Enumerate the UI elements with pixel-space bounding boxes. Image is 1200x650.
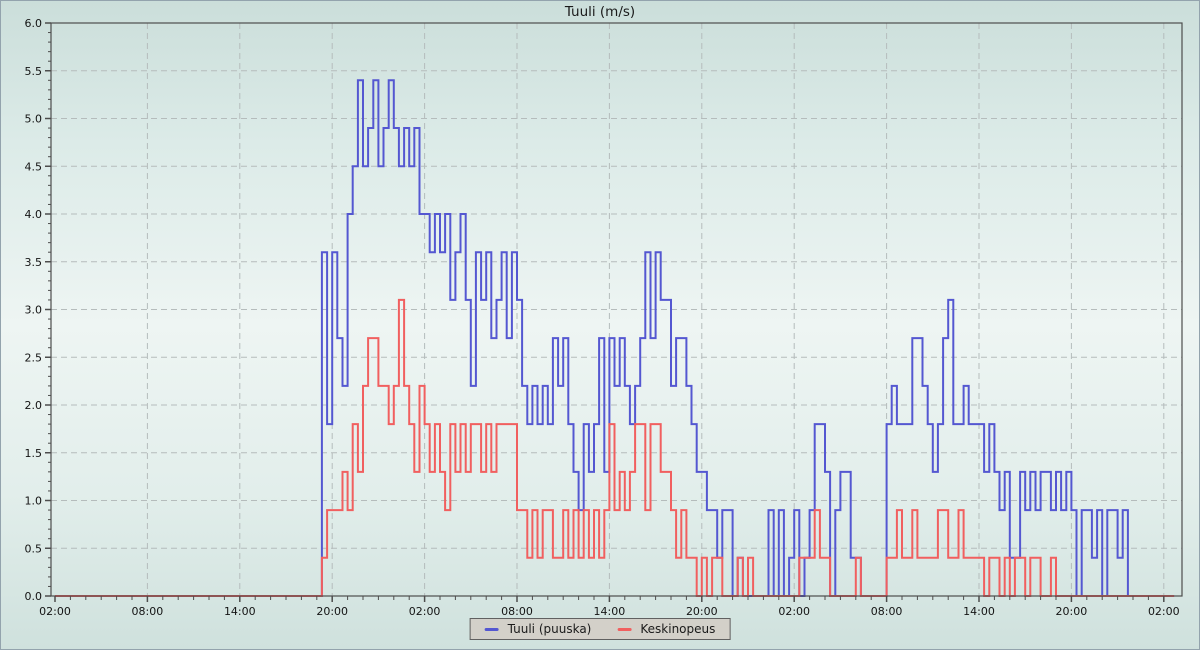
legend-item-average: Keskinopeus (617, 622, 715, 636)
y-axis-label: 0.0 (25, 590, 43, 603)
x-axis-label: 08:00 (501, 605, 533, 618)
x-axis-label: 02:00 (409, 605, 441, 618)
x-axis-label: 08:00 (871, 605, 903, 618)
legend-item-gust: Tuuli (puuska) (484, 622, 592, 636)
y-axis-label: 3.5 (25, 256, 43, 269)
y-axis-label: 5.0 (25, 113, 43, 126)
legend-label-average: Keskinopeus (640, 622, 716, 636)
y-axis-label: 4.5 (25, 160, 43, 173)
y-axis-label: 6.0 (25, 17, 43, 30)
average-line-swatch (617, 627, 632, 631)
x-axis-label: 02:00 (778, 605, 810, 618)
y-axis-label: 1.0 (25, 495, 43, 508)
y-axis-label: 5.5 (25, 65, 43, 78)
y-axis-label: 0.5 (25, 542, 43, 555)
legend: Tuuli (puuska) Keskinopeus (469, 618, 731, 640)
x-axis-label: 14:00 (963, 605, 995, 618)
y-axis-label: 3.0 (25, 304, 43, 317)
y-axis-label: 2.5 (25, 351, 43, 364)
y-axis-label: 1.5 (25, 447, 43, 460)
x-axis-label: 14:00 (224, 605, 256, 618)
x-axis-label: 20:00 (1056, 605, 1088, 618)
x-axis-label: 14:00 (594, 605, 626, 618)
x-axis-label: 20:00 (316, 605, 348, 618)
legend-label-gust: Tuuli (puuska) (507, 622, 592, 636)
gust-line-swatch (484, 627, 499, 631)
x-axis-label: 02:00 (1148, 605, 1180, 618)
x-axis-label: 20:00 (686, 605, 718, 618)
gust-line (55, 79, 1175, 597)
y-axis-label: 4.0 (25, 208, 43, 221)
x-axis-label: 08:00 (132, 605, 164, 618)
y-axis-label: 2.0 (25, 399, 43, 412)
chart-title: Tuuli (m/s) (564, 4, 636, 20)
x-axis-label: 02:00 (39, 605, 71, 618)
